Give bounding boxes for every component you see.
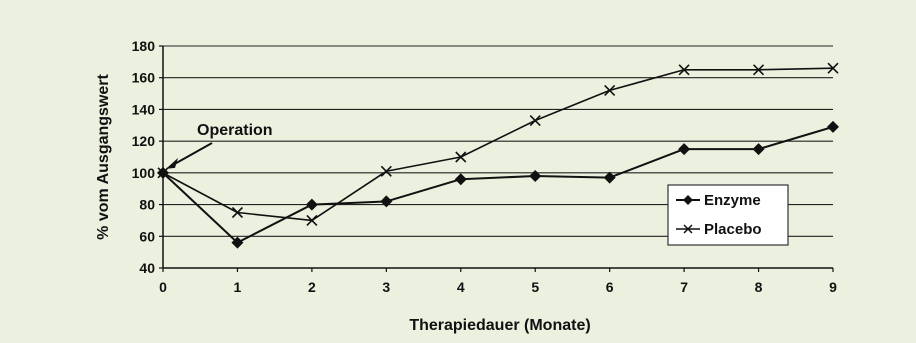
point-placebo-1	[231, 206, 244, 219]
legend-diamond-marker-icon	[683, 195, 693, 205]
x-tick-label-2: 2	[308, 279, 316, 295]
point-placebo-7	[678, 64, 690, 76]
point-enzyme-9	[827, 120, 839, 133]
annotation-label: Operation	[197, 122, 273, 139]
point-enzyme-8	[752, 143, 765, 156]
x-tick-label-0: 0	[159, 279, 167, 295]
point-enzyme-1	[231, 236, 244, 249]
annotation-operation: Operation	[166, 122, 273, 169]
y-tick-label-40: 40	[139, 260, 155, 276]
x-tick-label-7: 7	[680, 279, 688, 295]
x-tick-label-9: 9	[829, 279, 837, 295]
legend-label-placebo: Placebo	[704, 221, 762, 238]
point-enzyme-5	[529, 170, 542, 183]
annotation-arrow	[172, 142, 213, 166]
series-enzyme	[157, 120, 839, 249]
x-tick-label-6: 6	[606, 279, 614, 295]
series	[157, 62, 839, 249]
x-tick-label-5: 5	[531, 279, 539, 295]
point-placebo-4	[455, 151, 467, 163]
tick-labels: 40 60 80 100 120 140 160 180 0 1 2 3 4 5 6 7 8 9	[132, 38, 837, 295]
legend: Enzyme Placebo	[667, 184, 789, 246]
axes	[162, 46, 833, 269]
y-tick-label-100: 100	[132, 165, 156, 181]
x-axis-title: Therapiedauer (Monate)	[409, 317, 590, 334]
point-enzyme-7	[678, 143, 691, 156]
point-placebo-5	[529, 114, 541, 127]
x-tick-label-1: 1	[234, 279, 242, 295]
series-placebo	[157, 62, 839, 226]
y-tick-label-60: 60	[139, 228, 155, 244]
point-enzyme-6	[603, 171, 616, 184]
point-placebo-3	[380, 165, 392, 177]
y-axis-title: % vom Ausgangswert	[95, 74, 112, 240]
annotation-arrowhead	[166, 157, 178, 169]
legend-label-enzyme: Enzyme	[704, 192, 761, 209]
point-enzyme-2	[305, 198, 318, 211]
point-placebo-0	[157, 167, 169, 179]
series-line-placebo	[162, 67, 834, 222]
x-tick-label-3: 3	[382, 279, 390, 295]
y-tick-label-180: 180	[132, 38, 156, 54]
x-tick-label-8: 8	[755, 279, 763, 295]
point-enzyme-3	[380, 195, 393, 208]
point-placebo-8	[752, 64, 765, 76]
y-tick-label-80: 80	[139, 197, 155, 213]
point-placebo-6	[604, 84, 616, 96]
y-tick-label-160: 160	[132, 70, 156, 86]
x-tick-label-4: 4	[457, 279, 465, 295]
point-placebo-2	[306, 214, 318, 226]
legend-x-marker-icon	[683, 224, 693, 234]
point-enzyme-4	[454, 173, 467, 186]
y-tick-label-120: 120	[132, 133, 156, 149]
legend-entry-placebo: Placebo	[676, 221, 762, 238]
series-line-enzyme	[162, 125, 834, 244]
legend-entry-enzyme: Enzyme	[676, 192, 761, 209]
y-tick-label-140: 140	[132, 101, 156, 117]
point-placebo-9	[827, 62, 839, 74]
grid-lines	[163, 45, 833, 237]
